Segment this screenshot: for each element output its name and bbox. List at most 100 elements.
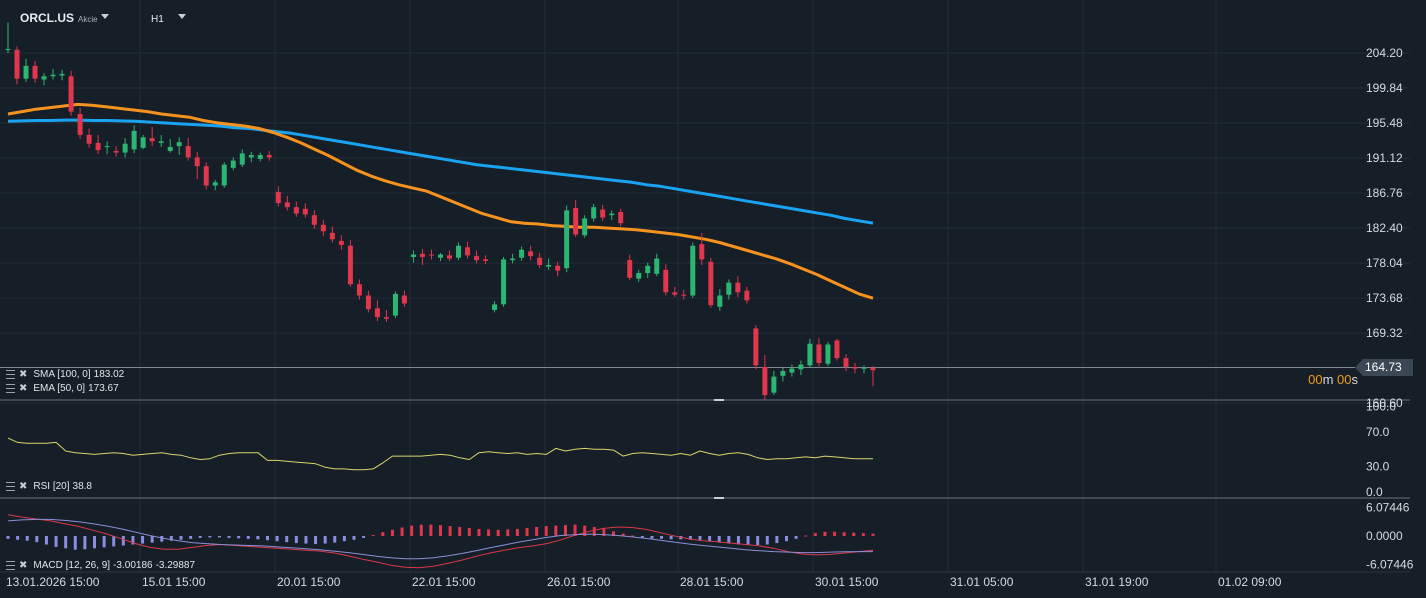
candle-up: [140, 137, 146, 148]
candle-up: [167, 146, 173, 151]
macd-histogram-bar: [429, 524, 433, 536]
macd-pane: [6, 514, 875, 569]
candle-down: [483, 259, 489, 261]
pane-separators[interactable]: [0, 399, 1410, 573]
candle-up: [771, 376, 777, 393]
candle-down: [537, 257, 543, 265]
instrument-type: Akcie: [78, 15, 98, 24]
candlesticks: [5, 22, 876, 400]
candle-up: [122, 143, 128, 153]
macd-histogram-bar: [141, 536, 145, 544]
settings-icon[interactable]: [6, 561, 15, 570]
candle-down: [699, 244, 705, 260]
macd-histogram-bar: [16, 536, 20, 540]
candle-up: [780, 370, 786, 376]
time-tick-label: 31.01 19:00: [1085, 575, 1149, 589]
symbol-selector[interactable]: ORCL.US Akcie: [20, 11, 98, 25]
candle-down: [347, 245, 353, 285]
symbol-dropdown-chevron-icon[interactable]: [101, 14, 109, 19]
candle-down: [320, 224, 326, 232]
candle-up: [807, 343, 813, 366]
macd-histogram-bar: [131, 536, 135, 545]
settings-icon[interactable]: [6, 482, 15, 491]
candle-down: [762, 366, 768, 396]
time-tick-label: 26.01 15:00: [547, 575, 611, 589]
timeframe-selector[interactable]: H1: [151, 14, 164, 25]
remove-icon[interactable]: ✖: [19, 560, 28, 571]
timeframe-dropdown-chevron-icon[interactable]: [178, 14, 186, 19]
candle-up: [59, 73, 65, 76]
macd-histogram-bar: [217, 536, 221, 538]
remove-icon[interactable]: ✖: [19, 369, 28, 380]
candle-countdown: 00m 00s: [1308, 372, 1358, 387]
chart-header: ORCL.US Akcie H1: [0, 0, 600, 36]
candle-up: [690, 245, 696, 296]
ema-label: EMA [50, 0]: [33, 383, 86, 394]
price-tick-label: 160.60: [1366, 396, 1403, 410]
sma-value: 183.02: [93, 369, 125, 380]
macd-histogram-bar: [102, 536, 106, 548]
price-axis[interactable]: 100.0 70.0 30.0 0.06.07446 0.0000 -6.07446 204…: [1366, 46, 1414, 572]
candle-up: [392, 293, 398, 316]
macd-histogram-bar: [410, 525, 414, 536]
time-tick-label: 20.01 15:00: [277, 575, 341, 589]
candle-up: [221, 164, 227, 186]
time-tick-label: 13.01.2026 15:00: [6, 575, 100, 589]
macd-histogram-bar: [794, 536, 798, 539]
macd-histogram-bar: [525, 527, 529, 536]
rsi-value: 38.8: [72, 481, 92, 492]
macd-legend: ✖ MACD [12, 26, 9] -3.00186 -3.29887: [6, 560, 195, 571]
candle-up: [131, 130, 137, 150]
macd-histogram-bar: [83, 536, 87, 550]
settings-icon[interactable]: [6, 384, 15, 393]
macd-histogram-bar: [112, 536, 116, 547]
rsi-tick-label: 70.0: [1366, 425, 1390, 439]
candle-down: [753, 328, 759, 366]
price-tick-label: 178.04: [1366, 256, 1403, 270]
candle-down: [401, 295, 407, 304]
macd-histogram-bar: [544, 526, 548, 536]
sma-100-line: [7, 118, 874, 225]
candle-down: [447, 255, 453, 259]
macd-histogram-bar: [842, 532, 846, 536]
rsi-legend: ✖ RSI [20] 38.8: [6, 481, 92, 492]
candle-up: [492, 304, 498, 310]
candle-down: [816, 344, 822, 363]
macd-histogram-bar: [285, 536, 289, 543]
candle-up: [23, 65, 29, 79]
macd-histogram-bar: [371, 535, 375, 537]
candle-down: [573, 207, 579, 235]
candle-down: [744, 290, 750, 301]
symbol-name[interactable]: ORCL.US: [20, 11, 74, 25]
macd-histogram-bar: [362, 536, 366, 538]
time-tick-label: 30.01 15:00: [815, 575, 879, 589]
candle-down: [834, 340, 840, 359]
time-axis[interactable]: 13.01.2026 15:00 15.01 15:00 20.01 15:00 22…: [6, 575, 1282, 589]
candle-up: [645, 265, 651, 274]
macd-histogram-bar: [698, 536, 702, 541]
macd-histogram-bar: [189, 536, 193, 539]
settings-icon[interactable]: [6, 370, 15, 379]
macd-signal-line: [7, 518, 873, 560]
candle-up: [717, 295, 723, 307]
candle-up: [546, 264, 552, 267]
rsi-line: [7, 437, 874, 471]
macd-histogram-bar: [785, 536, 788, 542]
macd-histogram-bar: [660, 536, 664, 539]
macd-histogram-bar: [304, 536, 308, 544]
macd-label: MACD [12, 26, 9]: [33, 560, 111, 571]
candle-down: [681, 294, 687, 296]
macd-histogram-bar: [256, 536, 260, 540]
macd-histogram-bar: [823, 531, 827, 536]
remove-icon[interactable]: ✖: [19, 383, 28, 394]
candle-up: [654, 258, 660, 274]
candle-up: [438, 254, 443, 258]
macd-histogram-bar: [717, 536, 721, 543]
candle-up: [410, 254, 416, 257]
time-tick-label: 01.02 09:00: [1218, 575, 1282, 589]
macd-histogram-bar: [266, 536, 269, 541]
macd-histogram-bar: [583, 525, 587, 536]
candle-up: [582, 218, 588, 236]
remove-icon[interactable]: ✖: [19, 481, 28, 492]
